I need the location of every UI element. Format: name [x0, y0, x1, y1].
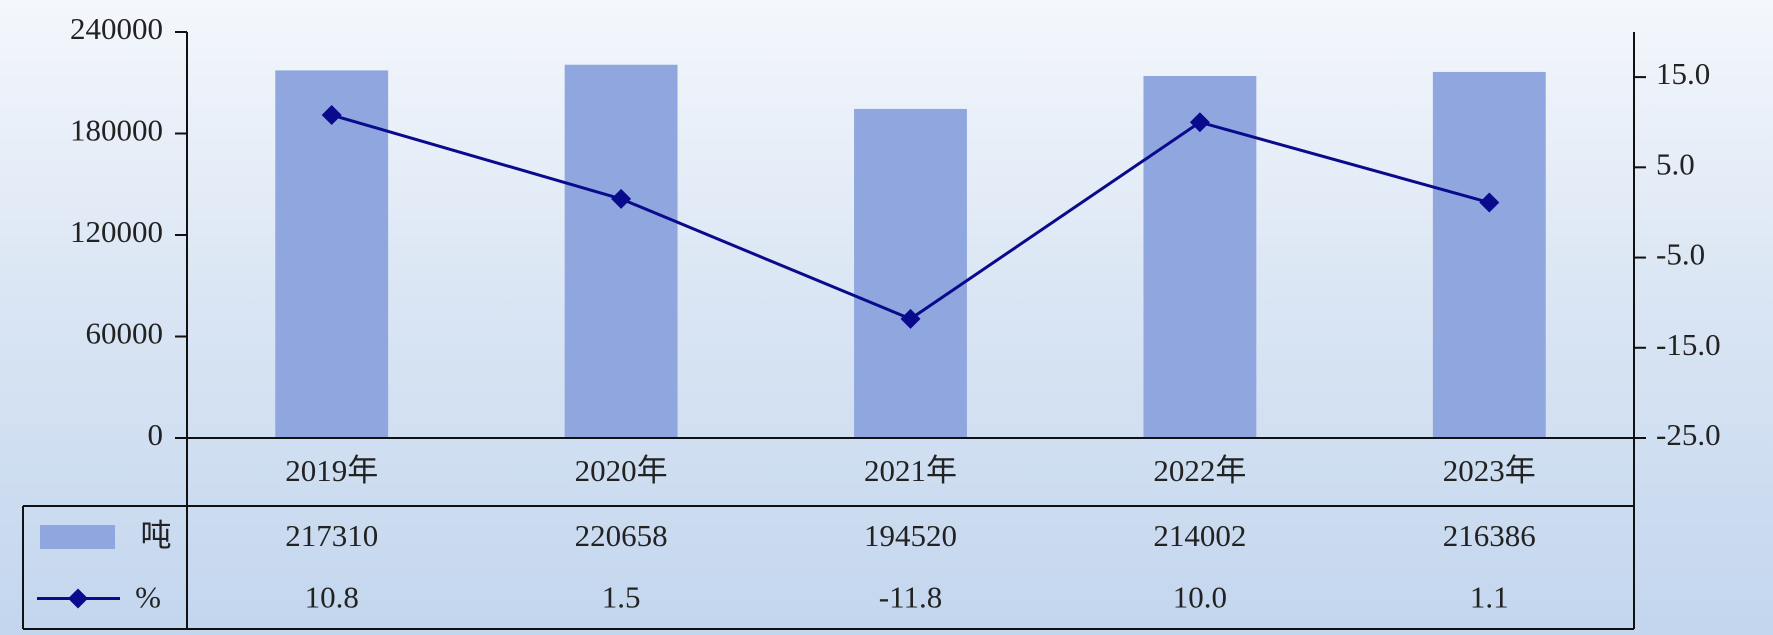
y-tick-label: 0: [148, 417, 164, 452]
x-tick-label: 2023年: [1443, 453, 1536, 488]
table-value: 217310: [285, 518, 378, 553]
line-marker: [1479, 192, 1500, 213]
y-tick-label: 180000: [70, 113, 163, 148]
line-marker: [1189, 112, 1210, 133]
table-value: 10.8: [305, 580, 359, 615]
y-tick-label: 60000: [86, 316, 164, 351]
y2-tick-label: -15.0: [1656, 327, 1721, 362]
bar: [1143, 75, 1257, 438]
table-value: 10.0: [1173, 580, 1227, 615]
y-tick-label: 240000: [70, 11, 163, 46]
table-value: 214002: [1153, 518, 1246, 553]
y2-tick-label: -5.0: [1656, 237, 1705, 272]
table-value: 194520: [864, 518, 957, 553]
y2-tick-label: 15.0: [1656, 56, 1710, 91]
bar: [854, 108, 967, 438]
line-marker: [611, 188, 632, 209]
x-tick-label: 2020年: [575, 453, 668, 488]
x-tick-label: 2021年: [864, 453, 957, 488]
bar: [1432, 71, 1546, 438]
legend-label: %: [135, 580, 161, 615]
table-value: -11.8: [879, 580, 942, 615]
legend-marker: [68, 588, 88, 609]
line-marker: [900, 308, 921, 329]
y2-tick-label: 5.0: [1656, 146, 1695, 181]
x-tick-label: 2019年: [285, 453, 378, 488]
legend-label: 吨: [141, 518, 172, 553]
table-value: 220658: [575, 518, 668, 553]
y2-tick-label: -25.0: [1656, 417, 1721, 452]
x-tick-label: 2022年: [1153, 453, 1246, 488]
table-value: 216386: [1443, 518, 1536, 553]
legend-swatch: [40, 525, 115, 549]
line-marker: [321, 105, 342, 126]
bar: [275, 70, 389, 439]
table-value: 1.1: [1470, 580, 1509, 615]
y-tick-label: 120000: [70, 214, 163, 249]
bar: [564, 64, 678, 438]
table-value: 1.5: [602, 580, 641, 615]
